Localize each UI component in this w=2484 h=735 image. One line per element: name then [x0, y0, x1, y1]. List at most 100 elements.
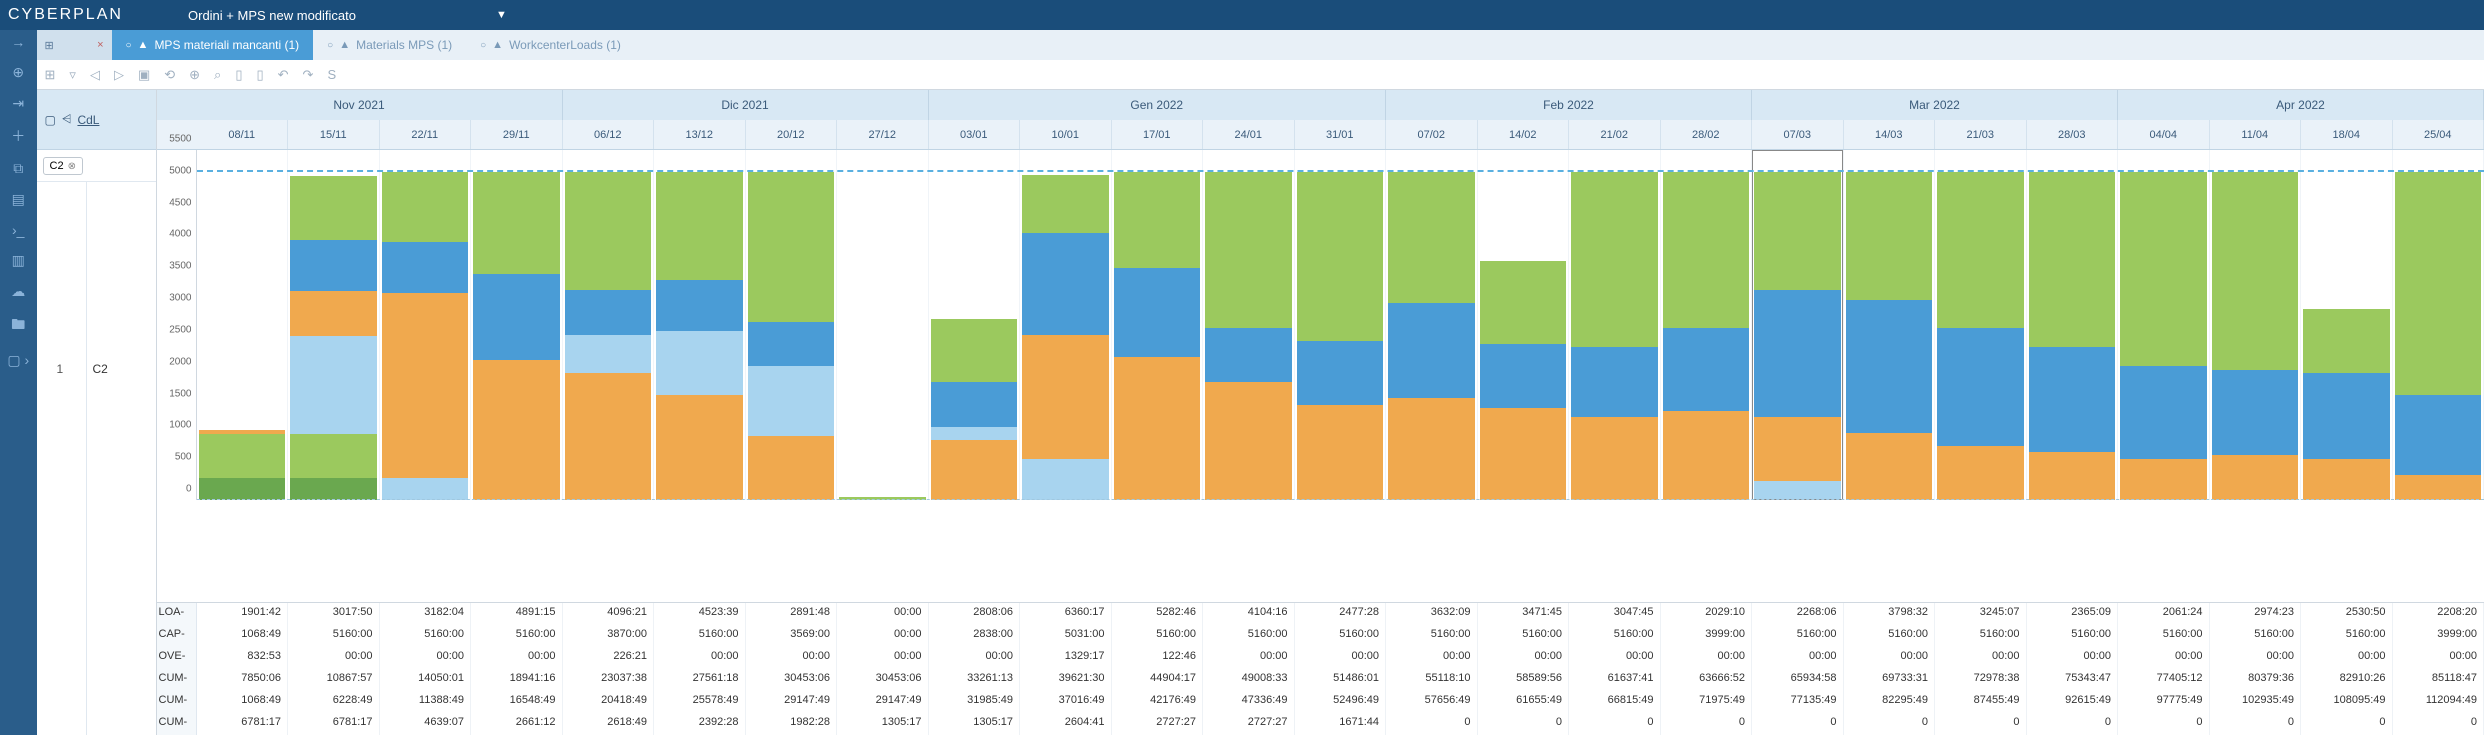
- data-cell[interactable]: 80379:36: [2210, 669, 2302, 691]
- data-cell[interactable]: 47336:49: [1203, 691, 1295, 713]
- bar-column[interactable]: [2393, 150, 2484, 500]
- tab[interactable]: ○▲Materials MPS (1): [313, 30, 466, 60]
- data-cell[interactable]: 5160:00: [1112, 625, 1204, 647]
- bar-column[interactable]: [2118, 150, 2210, 500]
- data-cell[interactable]: 226:21: [563, 647, 655, 669]
- data-cell[interactable]: 0: [1386, 713, 1478, 735]
- filter-tag[interactable]: C2 ⊗: [43, 157, 83, 175]
- bar-column[interactable]: [1478, 150, 1570, 500]
- data-cell[interactable]: 2061:24: [2118, 603, 2210, 625]
- data-cell[interactable]: 00:00: [2027, 647, 2119, 669]
- week-header[interactable]: 14/03: [1844, 120, 1936, 149]
- week-header[interactable]: 29/11: [471, 120, 563, 149]
- data-cell[interactable]: 27561:18: [654, 669, 746, 691]
- s-icon[interactable]: S: [327, 67, 336, 82]
- plus-icon[interactable]: ＋: [11, 126, 25, 146]
- data-cell[interactable]: 33261:13: [929, 669, 1021, 691]
- data-cell[interactable]: 72978:38: [1935, 669, 2027, 691]
- data-cell[interactable]: 2365:09: [2027, 603, 2119, 625]
- data-cell[interactable]: 65934:58: [1752, 669, 1844, 691]
- data-cell[interactable]: 51486:01: [1295, 669, 1387, 691]
- week-header[interactable]: 21/02: [1569, 120, 1661, 149]
- data-cell[interactable]: 5160:00: [1295, 625, 1387, 647]
- data-cell[interactable]: 52496:49: [1295, 691, 1387, 713]
- week-header[interactable]: 07/03: [1752, 120, 1844, 149]
- data-cell[interactable]: 3017:50: [288, 603, 380, 625]
- bar-column[interactable]: [1386, 150, 1478, 500]
- globe-icon[interactable]: ⊕: [12, 64, 24, 81]
- data-cell[interactable]: 1305:17: [929, 713, 1021, 735]
- week-header[interactable]: 24/01: [1203, 120, 1295, 149]
- data-cell[interactable]: 5160:00: [1386, 625, 1478, 647]
- week-header[interactable]: 08/11: [197, 120, 289, 149]
- data-cell[interactable]: 92615:49: [2027, 691, 2119, 713]
- left-header[interactable]: ▢ ⩤ CdL: [37, 90, 156, 150]
- data-cell[interactable]: 4891:15: [471, 603, 563, 625]
- week-header[interactable]: 17/01: [1112, 120, 1204, 149]
- tab-close-icon[interactable]: ○: [327, 40, 333, 51]
- data-cell[interactable]: 102935:49: [2210, 691, 2302, 713]
- data-cell[interactable]: 3798:32: [1844, 603, 1936, 625]
- data-cell[interactable]: 7850:06: [197, 669, 289, 691]
- week-header[interactable]: 13/12: [654, 120, 746, 149]
- data-cell[interactable]: 55118:10: [1386, 669, 1478, 691]
- bar-column[interactable]: [2301, 150, 2393, 500]
- data-cell[interactable]: 5160:00: [1752, 625, 1844, 647]
- week-header[interactable]: 28/03: [2027, 120, 2119, 149]
- data-cell[interactable]: 18941:16: [471, 669, 563, 691]
- data-cell[interactable]: 5160:00: [2301, 625, 2393, 647]
- bar-column[interactable]: [471, 150, 563, 500]
- bar-column[interactable]: [1752, 150, 1844, 500]
- redo-icon[interactable]: ↷: [303, 67, 314, 83]
- data-cell[interactable]: 31985:49: [929, 691, 1021, 713]
- cloud-icon[interactable]: ☁: [11, 283, 25, 300]
- week-header[interactable]: 27/12: [837, 120, 929, 149]
- data-cell[interactable]: 14050:01: [380, 669, 472, 691]
- data-cell[interactable]: 5160:00: [1569, 625, 1661, 647]
- data-cell[interactable]: 77135:49: [1752, 691, 1844, 713]
- data-cell[interactable]: 66815:49: [1569, 691, 1661, 713]
- data-cell[interactable]: 00:00: [1752, 647, 1844, 669]
- data-cell[interactable]: 30453:06: [746, 669, 838, 691]
- data-cell[interactable]: 37016:49: [1020, 691, 1112, 713]
- add-icon[interactable]: ⊕: [189, 67, 200, 83]
- data-cell[interactable]: 00:00: [929, 647, 1021, 669]
- data-cell[interactable]: 5160:00: [1478, 625, 1570, 647]
- export-icon[interactable]: ⇥: [12, 95, 24, 112]
- tab[interactable]: ○▲MPS materiali mancanti (1): [112, 30, 314, 60]
- data-cell[interactable]: 29147:49: [746, 691, 838, 713]
- data-cell[interactable]: 1671:44: [1295, 713, 1387, 735]
- data-cell[interactable]: 29147:49: [837, 691, 929, 713]
- week-header[interactable]: 03/01: [929, 120, 1021, 149]
- data-cell[interactable]: 5160:00: [2118, 625, 2210, 647]
- data-cell[interactable]: 6781:17: [288, 713, 380, 735]
- data-cell[interactable]: 0: [2027, 713, 2119, 735]
- data-cell[interactable]: 11388:49: [380, 691, 472, 713]
- data-cell[interactable]: 2727:27: [1203, 713, 1295, 735]
- terminal-icon[interactable]: ›_: [12, 222, 24, 238]
- data-cell[interactable]: 30453:06: [837, 669, 929, 691]
- data-cell[interactable]: 2891:48: [746, 603, 838, 625]
- data-cell[interactable]: 0: [1844, 713, 1936, 735]
- data-cell[interactable]: 0: [1569, 713, 1661, 735]
- week-header[interactable]: 04/04: [2118, 120, 2210, 149]
- search-icon[interactable]: ⌕: [214, 67, 221, 83]
- data-cell[interactable]: 58589:56: [1478, 669, 1570, 691]
- data-cell[interactable]: 71975:49: [1661, 691, 1753, 713]
- data-cell[interactable]: 87455:49: [1935, 691, 2027, 713]
- save-icon[interactable]: ▤: [12, 191, 25, 208]
- bar-column[interactable]: [2210, 150, 2302, 500]
- data-cell[interactable]: 1305:17: [837, 713, 929, 735]
- data-cell[interactable]: 5160:00: [1935, 625, 2027, 647]
- bar-column[interactable]: [1112, 150, 1204, 500]
- week-header[interactable]: 18/04: [2301, 120, 2393, 149]
- data-cell[interactable]: 3182:04: [380, 603, 472, 625]
- week-header[interactable]: 22/11: [380, 120, 472, 149]
- data-cell[interactable]: 57656:49: [1386, 691, 1478, 713]
- data-cell[interactable]: 0: [1478, 713, 1570, 735]
- arrow-right-icon[interactable]: →: [11, 34, 25, 50]
- prev-icon[interactable]: ◁: [90, 67, 100, 83]
- data-cell[interactable]: 2974:23: [2210, 603, 2302, 625]
- data-cell[interactable]: 4096:21: [563, 603, 655, 625]
- data-cell[interactable]: 49008:33: [1203, 669, 1295, 691]
